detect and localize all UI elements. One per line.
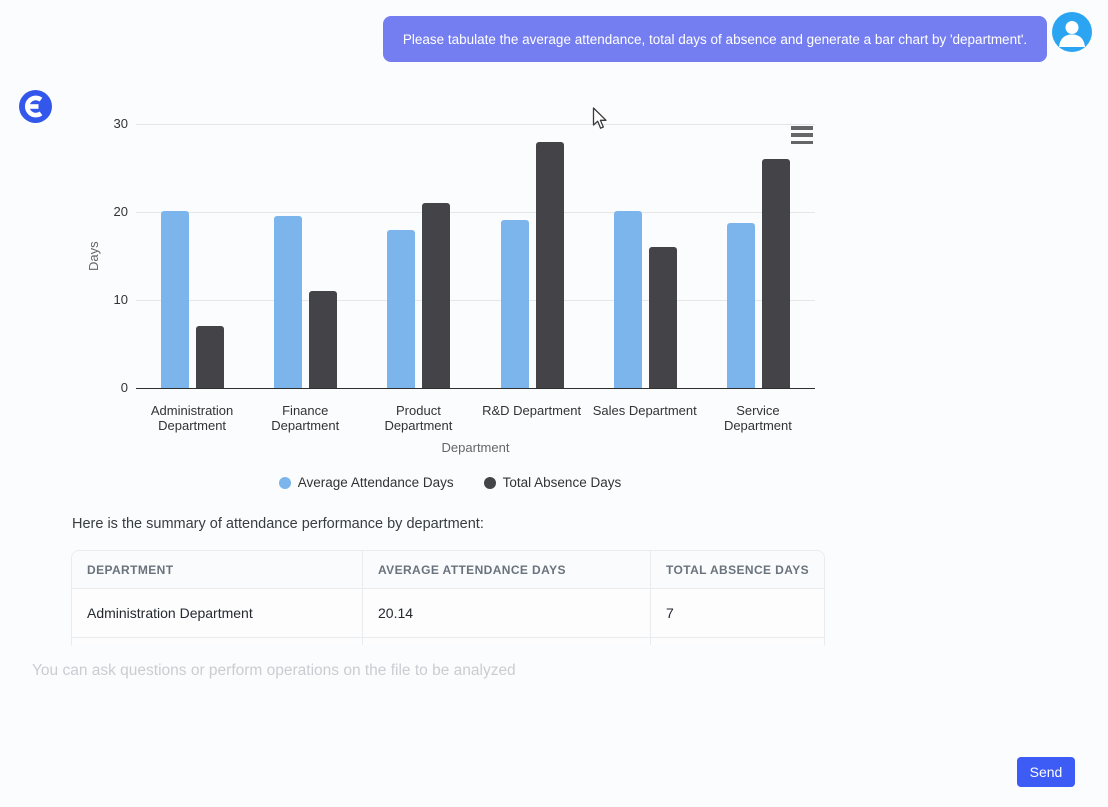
bar-average-attendance-days-product-department <box>387 229 416 388</box>
table-header-cell: TOTAL ABSENCE DAYS <box>650 551 824 589</box>
table-header-cell: AVERAGE ATTENDANCE DAYS <box>362 551 651 589</box>
y-tick-label: 20 <box>113 204 128 219</box>
plot-area <box>136 124 815 389</box>
send-button[interactable]: Send <box>1017 757 1075 787</box>
gridline <box>136 124 815 125</box>
gridline <box>136 212 815 213</box>
legend-marker-icon <box>483 476 496 489</box>
x-tick-label: R&D Department <box>482 403 582 418</box>
y-tick-label: 10 <box>113 292 128 307</box>
gridline <box>136 300 815 301</box>
bar-average-attendance-days-sales-department <box>613 211 642 388</box>
x-tick-label: Administration Department <box>150 403 234 433</box>
legend-marker-icon <box>278 476 291 489</box>
bar-total-absence-days-service-department <box>761 159 790 388</box>
x-tick-label: Finance Department <box>271 403 340 433</box>
table-cell: 20.14 <box>362 588 651 638</box>
x-tick-label: Service Department <box>723 403 792 433</box>
message-input[interactable] <box>30 660 854 700</box>
table-cell: Administration Department <box>72 588 363 638</box>
table-cell <box>362 637 651 645</box>
legend-item-total-absence-days[interactable]: Total Absence Days <box>483 475 622 490</box>
table-cell <box>650 637 824 645</box>
bar-average-attendance-days-service-department <box>726 223 755 388</box>
user-avatar-icon <box>1052 12 1092 52</box>
user-message-bubble: Please tabulate the average attendance, … <box>383 16 1047 62</box>
bar-total-absence-days-finance-department <box>309 291 338 388</box>
bar-total-absence-days-sales-department <box>648 247 677 388</box>
legend-label: Total Absence Days <box>502 475 622 490</box>
summary-table: DEPARTMENT AVERAGE ATTENDANCE DAYS TOTAL A… <box>71 550 825 645</box>
legend-label: Average Attendance Days <box>297 475 454 490</box>
table-header-cell: DEPARTMENT <box>72 551 363 589</box>
bar-average-attendance-days-administration-department <box>161 210 190 388</box>
assistant-logo-icon <box>19 90 52 123</box>
y-tick-label: 30 <box>113 116 128 131</box>
table-cell <box>72 637 363 645</box>
x-axis-title: Department <box>441 440 510 455</box>
y-tick-label: 0 <box>120 380 128 395</box>
table-cell: 7 <box>650 588 824 638</box>
bar-total-absence-days-administration-department <box>196 326 225 388</box>
mouse-cursor-icon <box>592 107 607 135</box>
summary-text: Here is the summary of attendance perfor… <box>72 516 484 532</box>
bar-average-attendance-days-finance-department <box>274 216 303 388</box>
chart-legend: Average Attendance Days Total Absence Day… <box>85 475 815 490</box>
attendance-bar-chart: Days 0 10 20 30 Administration Department Fi… <box>85 116 815 490</box>
x-tick-label: Sales Department <box>592 403 697 418</box>
x-tick-label: Product Department <box>384 403 453 433</box>
legend-item-average-attendance-days[interactable]: Average Attendance Days <box>278 475 454 490</box>
bar-total-absence-days-r-d-department <box>535 141 564 388</box>
table-row: Administration Department 20.14 7 <box>72 588 824 638</box>
bar-total-absence-days-product-department <box>422 203 451 388</box>
table-row-clipped <box>72 637 824 645</box>
bar-average-attendance-days-r-d-department <box>500 219 529 388</box>
chart-menu-icon[interactable] <box>789 125 815 145</box>
